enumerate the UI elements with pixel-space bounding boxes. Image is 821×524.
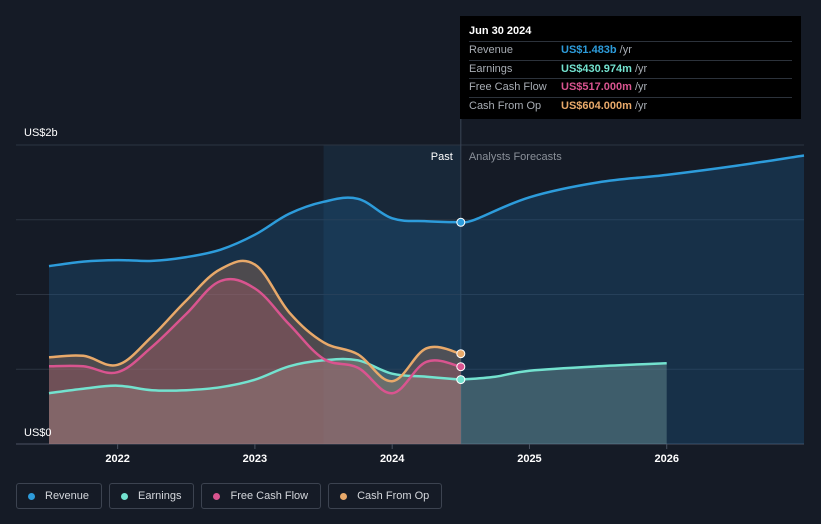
tooltip-date: Jun 30 2024 [469,25,532,37]
tooltip-value: US$604.000m [561,99,632,112]
tooltip-label: Free Cash Flow [469,81,547,93]
y-tick-label: US$2b [24,127,58,139]
tooltip-value: US$1.483b [561,44,617,56]
tooltip-row-cash-from-op: Cash From Op US$604.000m /yr [469,96,792,116]
legend-dot-icon [28,492,35,500]
x-tick-label: 2022 [105,453,129,465]
legend-item-cash-from-op[interactable]: Cash From Op [328,483,443,509]
past-label: Past [431,151,453,163]
tooltip-value: US$430.974m [561,62,632,75]
line-revenue-past [48,196,461,268]
area-revenue [49,155,804,444]
legend-item-revenue[interactable]: Revenue [16,483,103,509]
area-free-cash-flow [49,279,461,444]
tooltip-unit: /yr [619,44,632,56]
tooltip-value: US$517.000m [561,81,632,93]
tooltip-row-earnings: Earnings US$430.974m /yr [469,59,792,79]
tooltip-label: Cash From Op [469,99,542,112]
tooltip-unit: /yr [634,81,648,93]
tooltip-unit: /yr [634,99,648,112]
line-earnings-forecast [460,362,667,381]
x-tick-label: 2025 [517,453,541,465]
tooltip-unit: /yr [634,62,648,75]
line-earnings-past [48,357,461,395]
legend-item-free-cash-flow[interactable]: Free Cash Flow [201,483,322,509]
area-cash-from-op [49,260,461,444]
marker-cash-from-op [456,349,466,359]
area-earnings [49,358,667,444]
legend-label: Cash From Op [357,490,430,502]
y-tick-label: US$0 [24,427,52,439]
line-revenue-forecast [460,154,805,224]
legend-dot-icon [213,492,221,500]
legend-label: Revenue [45,490,90,502]
legend-label: Free Cash Flow [230,490,309,502]
line-cash-from-op-past [48,259,462,383]
tooltip-label: Revenue [469,44,514,56]
legend-dot-icon [121,492,129,500]
tooltip-row-free-cash-flow: Free Cash Flow US$517.000m /yr [469,78,792,97]
forecast-label: Analysts Forecasts [469,151,562,163]
tooltip-row-revenue: Revenue US$1.483b /yr [469,41,792,60]
marker-revenue [456,217,466,227]
chart-legend: Revenue Earnings Free Cash Flow Cash Fro… [16,483,443,509]
marker-free-cash-flow [456,362,466,372]
hover-tooltip: Jun 30 2024 Revenue US$1.483b /yr Earnin… [460,16,801,119]
marker-earnings [456,375,466,385]
legend-item-earnings[interactable]: Earnings [109,483,195,509]
line-free-cash-flow-past [48,277,462,395]
legend-dot-icon [340,492,348,500]
x-tick-label: 2024 [380,453,405,465]
tooltip-label: Earnings [469,62,513,75]
x-tick-label: 2026 [654,453,678,465]
legend-label: Earnings [138,490,182,502]
x-tick-label: 2023 [243,453,267,465]
